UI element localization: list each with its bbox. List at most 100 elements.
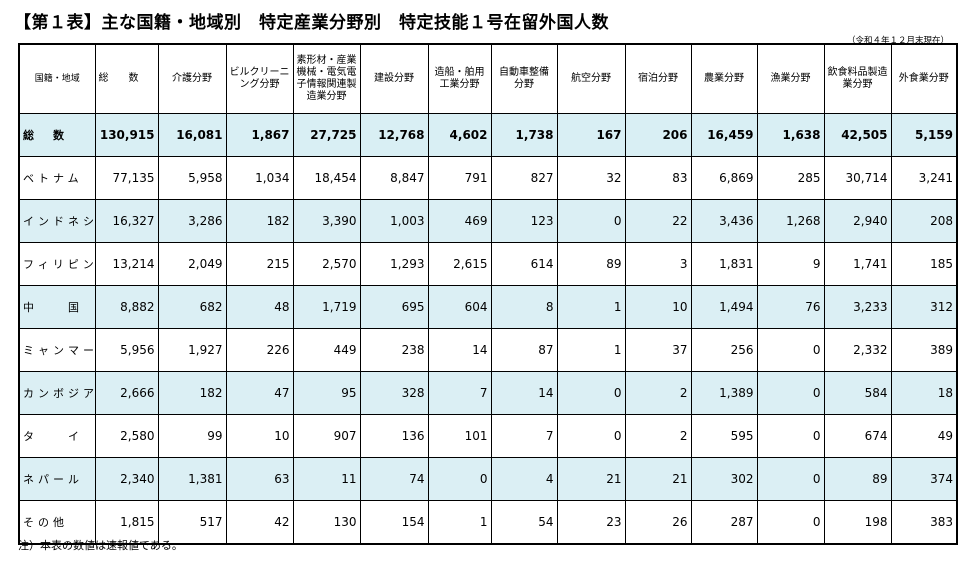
- value-cell: 95: [292, 371, 361, 415]
- table-row: ミャンマー 5,956 1,927 226 449 238 14 87 1 37 256 0 2,332…: [18, 328, 958, 372]
- value-cell: 87: [490, 328, 558, 372]
- header-row: 国籍・地域 総 数 介護分野 ビルクリーニング分野 素形材・産業機械・電気電子情…: [18, 43, 958, 114]
- value-cell: 827: [490, 156, 558, 200]
- value-cell: 76: [756, 285, 825, 329]
- value-cell: 18: [890, 371, 958, 415]
- value-cell: 2,940: [823, 199, 892, 243]
- value-cell: 2,570: [292, 242, 361, 286]
- value-cell: 374: [890, 457, 958, 501]
- table-row: ベトナム 77,135 5,958 1,034 18,454 8,847 791 827 32 8…: [18, 156, 958, 200]
- value-cell: 449: [292, 328, 361, 372]
- value-cell: 154: [359, 500, 429, 545]
- value-cell: 302: [690, 457, 758, 501]
- value-cell: 167: [556, 113, 626, 157]
- value-cell: 0: [427, 457, 492, 501]
- value-cell: 3,241: [890, 156, 958, 200]
- table-body: 総 数 130,915 16,081 1,867 27,725 12,768 4,602 1,…: [18, 113, 958, 545]
- value-cell: 63: [225, 457, 294, 501]
- header-cell: 建設分野: [359, 43, 429, 114]
- value-cell: 30,714: [823, 156, 892, 200]
- value-cell: 7: [427, 371, 492, 415]
- value-cell: 47: [225, 371, 294, 415]
- value-cell: 383: [890, 500, 958, 545]
- value-cell: 16,459: [690, 113, 758, 157]
- value-cell: 83: [624, 156, 692, 200]
- value-cell: 791: [427, 156, 492, 200]
- value-cell: 2,580: [94, 414, 159, 458]
- value-cell: 328: [359, 371, 429, 415]
- value-cell: 136: [359, 414, 429, 458]
- value-cell: 2: [624, 414, 692, 458]
- value-cell: 604: [427, 285, 492, 329]
- value-cell: 1,389: [690, 371, 758, 415]
- header-cell: 造船・舶用工業分野: [427, 43, 492, 114]
- value-cell: 1,293: [359, 242, 429, 286]
- value-cell: 287: [690, 500, 758, 545]
- value-cell: 595: [690, 414, 758, 458]
- value-cell: 37: [624, 328, 692, 372]
- value-cell: 32: [556, 156, 626, 200]
- country-cell: ミャンマー: [18, 328, 96, 372]
- value-cell: 1,815: [94, 500, 159, 545]
- value-cell: 2: [624, 371, 692, 415]
- value-cell: 9: [756, 242, 825, 286]
- stats-table: 国籍・地域 総 数 介護分野 ビルクリーニング分野 素形材・産業機械・電気電子情…: [18, 43, 958, 545]
- value-cell: 285: [756, 156, 825, 200]
- value-cell: 312: [890, 285, 958, 329]
- value-cell: 89: [556, 242, 626, 286]
- value-cell: 1,719: [292, 285, 361, 329]
- country-cell: その他: [18, 500, 96, 545]
- value-cell: 130: [292, 500, 361, 545]
- value-cell: 256: [690, 328, 758, 372]
- header-cell: 航空分野: [556, 43, 626, 114]
- value-cell: 0: [556, 371, 626, 415]
- value-cell: 27,725: [292, 113, 361, 157]
- value-cell: 16,081: [157, 113, 227, 157]
- value-cell: 1: [556, 328, 626, 372]
- value-cell: 1,268: [756, 199, 825, 243]
- value-cell: 1,867: [225, 113, 294, 157]
- table-title: 【第１表】主な国籍・地域別 特定産業分野別 特定技能１号在留外国人数: [14, 13, 609, 33]
- table-row: その他 1,815 517 42 130 154 1 54 23 26 287 0 198 383: [18, 500, 958, 545]
- value-cell: 48: [225, 285, 294, 329]
- value-cell: 22: [624, 199, 692, 243]
- value-cell: 1,741: [823, 242, 892, 286]
- value-cell: 1: [556, 285, 626, 329]
- value-cell: 389: [890, 328, 958, 372]
- value-cell: 1,034: [225, 156, 294, 200]
- table-row: カンボジア 2,666 182 47 95 328 7 14 0 2 1,389 0 584 18: [18, 371, 958, 415]
- value-cell: 5,159: [890, 113, 958, 157]
- header-cell: 介護分野: [157, 43, 227, 114]
- header-cell: 漁業分野: [756, 43, 825, 114]
- value-cell: 206: [624, 113, 692, 157]
- value-cell: 21: [624, 457, 692, 501]
- value-cell: 1,927: [157, 328, 227, 372]
- table-row: ネパール 2,340 1,381 63 11 74 0 4 21 21 302 0 89 374: [18, 457, 958, 501]
- value-cell: 42,505: [823, 113, 892, 157]
- value-cell: 1,831: [690, 242, 758, 286]
- value-cell: 469: [427, 199, 492, 243]
- value-cell: 1,738: [490, 113, 558, 157]
- value-cell: 682: [157, 285, 227, 329]
- value-cell: 14: [427, 328, 492, 372]
- table-row: インドネシア16,3273,2861823,3901,0034691230223…: [18, 199, 958, 243]
- country-cell: フィリピン: [18, 242, 96, 286]
- country-cell: タ イ: [18, 414, 96, 458]
- value-cell: 74: [359, 457, 429, 501]
- value-cell: 4: [490, 457, 558, 501]
- value-cell: 2,049: [157, 242, 227, 286]
- header-cell: 素形材・産業機械・電気電子情報関連製造業分野: [292, 43, 361, 114]
- header-cell: 宿泊分野: [624, 43, 692, 114]
- value-cell: 2,340: [94, 457, 159, 501]
- value-cell: 23: [556, 500, 626, 545]
- value-cell: 695: [359, 285, 429, 329]
- value-cell: 123: [490, 199, 558, 243]
- value-cell: 215: [225, 242, 294, 286]
- value-cell: 101: [427, 414, 492, 458]
- value-cell: 1,381: [157, 457, 227, 501]
- value-cell: 0: [556, 199, 626, 243]
- country-cell: ベトナム: [18, 156, 96, 200]
- header-cell: ビルクリーニング分野: [225, 43, 294, 114]
- value-cell: 185: [890, 242, 958, 286]
- value-cell: 11: [292, 457, 361, 501]
